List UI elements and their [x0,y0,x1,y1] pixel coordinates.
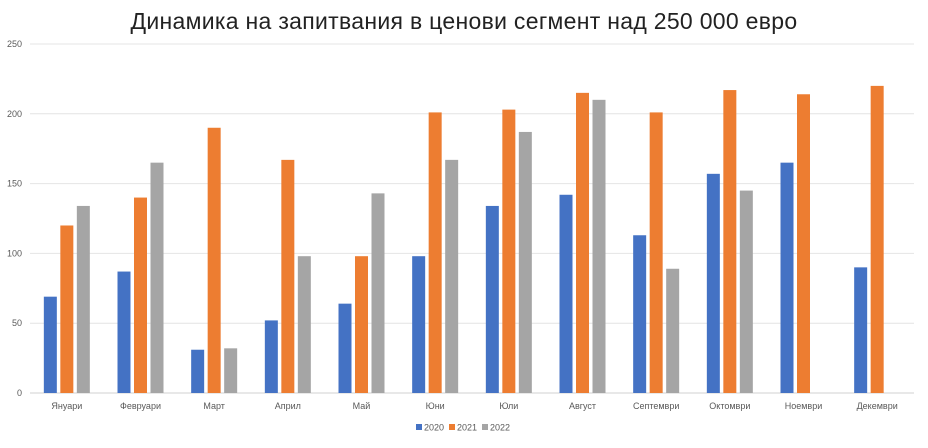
bar-2022-8 [666,268,680,393]
bar-2021-4 [355,256,368,393]
x-tick-label: Юли [499,401,518,411]
x-tick-label: Април [275,401,301,411]
bar-2022-4 [371,193,385,393]
y-tick-label: 50 [12,318,22,328]
bar-2020-11 [854,267,868,393]
bar-2021-10 [797,94,810,394]
bar-2020-8 [633,235,647,393]
bar-2020-6 [485,205,499,393]
bar-2022-5 [445,159,459,393]
x-tick-label: Февруари [120,401,161,411]
bar-2021-8 [649,112,663,394]
x-tick-label: Декември [857,401,898,411]
bar-2022-3 [297,256,311,393]
bar-2021-9 [723,90,737,394]
bar-2020-5 [412,256,426,393]
legend-label-2021: 2021 [457,423,477,433]
bar-2020-9 [706,173,720,393]
bar-2021-5 [428,112,442,394]
legend-swatch-2022 [482,424,488,430]
bar-2022-2 [224,348,238,393]
y-tick-label: 100 [7,248,22,258]
x-tick-label: Октомври [709,401,750,411]
bar-2020-7 [559,194,573,393]
legend-swatch-2021 [449,424,455,430]
bar-2020-10 [780,162,794,393]
bar-2020-2 [191,349,205,393]
bar-2020-3 [264,320,278,393]
chart-title: Динамика на запитвания в ценови сегмент … [130,8,798,34]
bar-2021-7 [576,92,589,394]
bar-2021-11 [870,85,884,393]
x-tick-label: Септември [633,401,679,411]
x-tick-label: Ноември [785,401,823,411]
bar-2021-0 [60,225,74,393]
legend-label-2022: 2022 [490,423,510,433]
bar-2021-6 [502,109,516,393]
bar-2021-3 [281,159,295,393]
x-tick-label: Юни [426,401,445,411]
bar-2020-0 [43,296,57,393]
bar-2020-1 [117,271,131,393]
bar-2022-1 [150,162,164,393]
bar-2022-7 [592,99,606,393]
y-tick-label: 0 [17,388,22,398]
bar-2020-4 [338,303,352,393]
bar-2022-9 [739,190,753,393]
x-tick-label: Август [569,401,596,411]
y-tick-label: 150 [7,179,22,189]
x-tick-label: Март [203,401,225,411]
y-tick-label: 250 [7,39,22,49]
bar-2022-6 [518,131,532,393]
x-tick-label: Януари [51,401,82,411]
legend-swatch-2020 [416,424,422,430]
bar-2022-0 [76,205,90,393]
y-tick-label: 200 [7,109,22,119]
legend-label-2020: 2020 [424,423,444,433]
bar-2021-1 [134,197,147,393]
x-tick-label: Май [353,401,371,411]
bar-2021-2 [207,127,221,393]
